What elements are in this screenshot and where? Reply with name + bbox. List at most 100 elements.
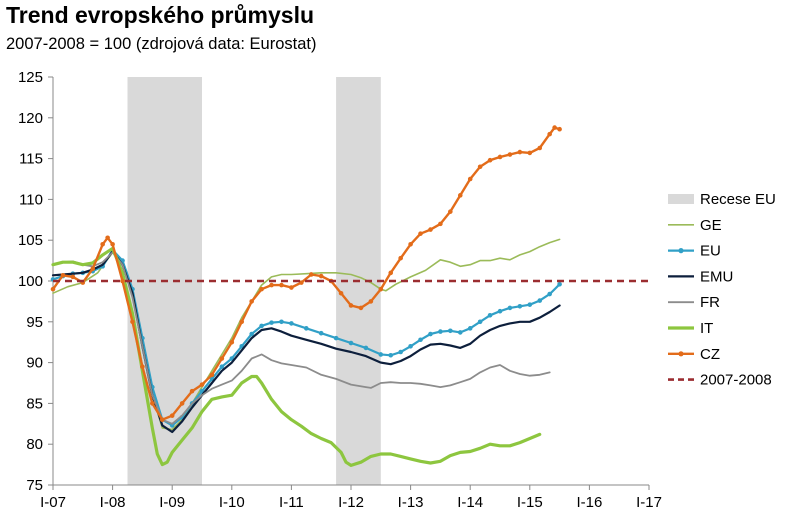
y-tick-label: 105: [18, 232, 43, 249]
data-point-cz: [179, 401, 185, 406]
data-point-cz: [130, 319, 135, 325]
data-point-cz: [487, 157, 493, 163]
data-point-eu: [408, 343, 413, 349]
legend-marker-eu: [678, 248, 684, 254]
data-point-eu: [428, 331, 433, 337]
data-point-cz: [428, 227, 433, 232]
data-point-cz: [358, 305, 364, 311]
data-point-eu: [219, 364, 225, 369]
data-point-cz: [159, 417, 165, 423]
data-point-cz: [557, 126, 562, 132]
y-tick-label: 80: [26, 436, 43, 453]
data-point-cz: [408, 241, 413, 247]
data-point-cz: [169, 413, 175, 418]
data-point-cz: [50, 286, 56, 292]
data-point-cz: [338, 290, 344, 296]
data-point-cz: [388, 270, 394, 276]
data-point-cz: [140, 364, 145, 369]
data-point-cz: [110, 241, 115, 247]
data-point-cz: [507, 152, 513, 157]
data-point-eu: [457, 330, 463, 335]
y-tick-label: 125: [18, 69, 43, 86]
data-point-cz: [249, 299, 254, 304]
data-point-cz: [368, 299, 374, 304]
data-point-cz: [189, 388, 195, 394]
legend-label-recese-eu: Recese EU: [700, 191, 776, 208]
data-point-cz: [239, 319, 245, 325]
y-tick-label: 110: [19, 191, 43, 208]
data-point-cz: [299, 280, 304, 285]
y-tick-label: 95: [26, 314, 43, 331]
x-tick-label: I-17: [636, 494, 662, 511]
data-point-eu: [477, 319, 483, 325]
y-tick-label: 85: [26, 395, 43, 412]
data-point-eu: [418, 337, 423, 343]
data-point-eu: [378, 352, 384, 357]
data-point-eu: [487, 312, 493, 318]
legend-label-fr: FR: [700, 294, 720, 311]
data-point-eu: [318, 330, 324, 336]
data-point-eu: [249, 331, 254, 337]
data-point-cz: [418, 231, 423, 236]
data-point-cz: [467, 176, 473, 182]
data-point-eu: [398, 349, 403, 355]
data-point-cz: [279, 282, 284, 288]
data-point-cz: [398, 255, 403, 261]
x-tick-label: I-14: [457, 494, 483, 511]
data-point-cz: [269, 282, 274, 288]
data-point-eu: [333, 335, 339, 341]
legend-label-2007-2008: 2007-2008: [700, 372, 772, 389]
series-line-emu: [51, 250, 561, 434]
data-point-cz: [348, 303, 354, 308]
legend-label-eu: EU: [700, 243, 721, 260]
data-point-cz: [448, 209, 453, 214]
data-point-cz: [552, 125, 557, 130]
data-point-cz: [229, 339, 235, 345]
data-point-eu: [517, 303, 523, 309]
x-tick-label: I-09: [159, 494, 185, 511]
legend-marker-cz: [678, 351, 684, 357]
data-point-eu: [348, 340, 354, 346]
data-point-cz: [209, 372, 215, 378]
x-tick-label: I-11: [279, 494, 304, 511]
y-tick-label: 100: [18, 273, 43, 290]
x-tick-label: I-07: [40, 494, 66, 511]
data-point-eu: [363, 345, 369, 351]
data-point-cz: [308, 272, 314, 277]
data-point-cz: [60, 272, 66, 278]
chart-title: Trend evropského průmyslu: [6, 2, 315, 28]
data-point-cz: [378, 286, 384, 292]
data-point-eu: [388, 352, 394, 358]
x-tick-label: I-10: [219, 494, 245, 511]
data-point-cz: [537, 145, 543, 151]
data-point-eu: [269, 320, 274, 325]
data-point-eu: [438, 329, 443, 334]
data-point-cz: [120, 278, 125, 284]
y-tick-label: 75: [26, 477, 43, 494]
legend-label-cz: CZ: [700, 346, 720, 363]
data-point-cz: [497, 154, 503, 160]
data-point-cz: [199, 382, 205, 387]
data-point-eu: [547, 291, 552, 297]
data-point-eu: [537, 298, 543, 303]
data-point-eu: [557, 281, 562, 287]
data-point-cz: [90, 266, 96, 272]
data-point-eu: [497, 308, 503, 314]
x-tick-label: I-16: [576, 494, 602, 511]
data-point-cz: [70, 274, 76, 280]
data-point-cz: [517, 149, 523, 155]
data-point-eu: [527, 302, 533, 307]
y-tick-label: 115: [19, 151, 43, 168]
data-point-cz: [547, 131, 552, 137]
x-tick-label: I-12: [338, 494, 364, 511]
data-point-cz: [477, 164, 483, 170]
data-point-eu: [289, 321, 294, 326]
chart-subtitle: 2007-2008 = 100 (zdrojová data: Eurostat…: [6, 35, 317, 53]
legend-swatch-recese-eu: [668, 194, 694, 204]
y-tick-label: 90: [26, 355, 43, 372]
data-point-cz: [318, 273, 324, 279]
x-tick-label: I-08: [100, 494, 126, 511]
data-point-cz: [150, 401, 155, 406]
data-point-cz: [100, 241, 105, 247]
